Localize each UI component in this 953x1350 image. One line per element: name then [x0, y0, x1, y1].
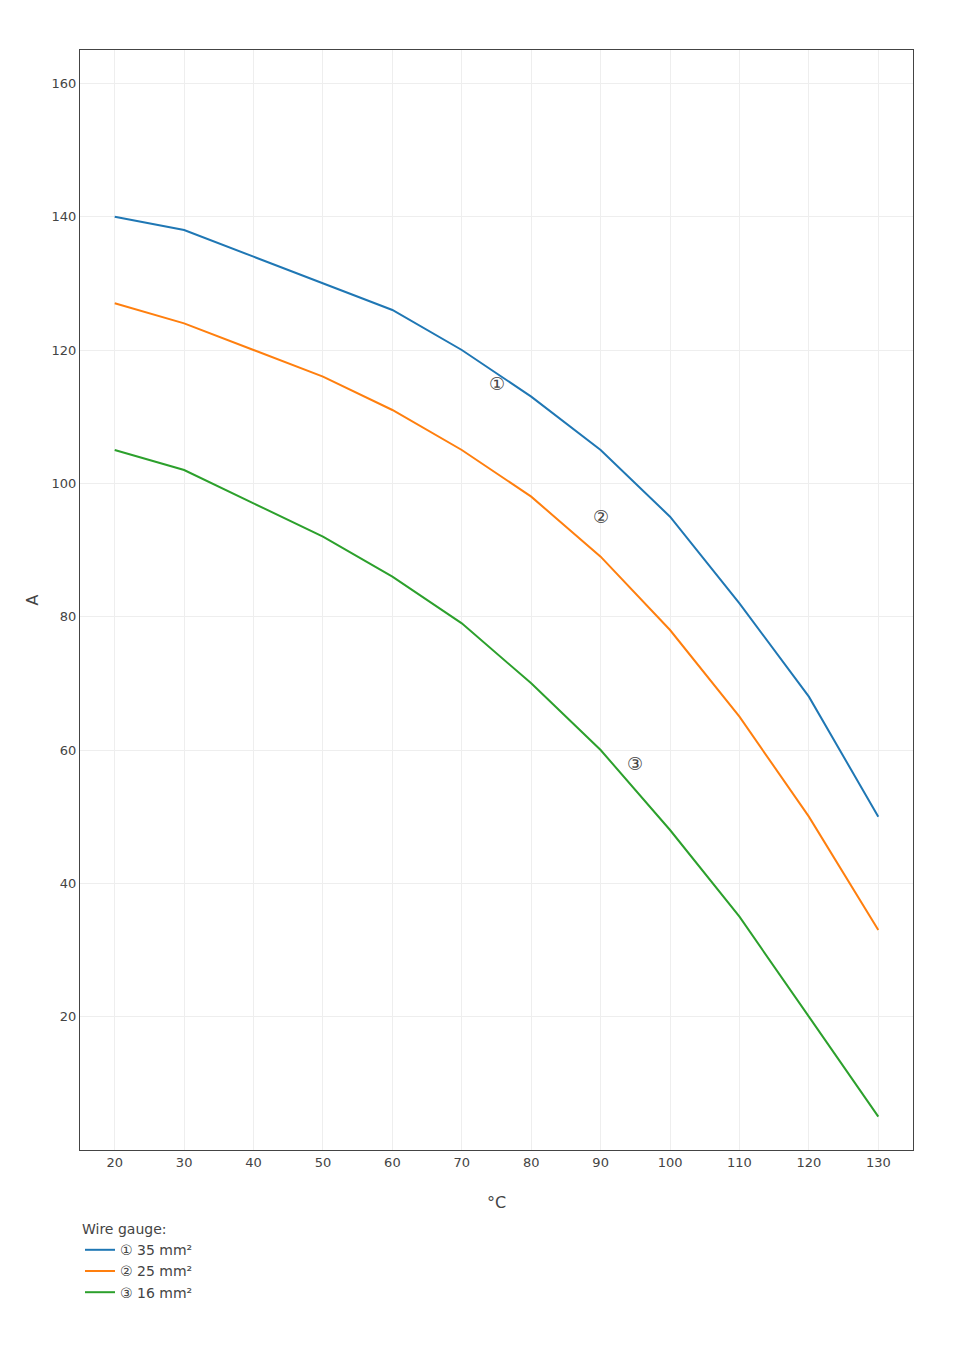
svg-text:60: 60	[384, 1155, 401, 1170]
svg-text:90: 90	[592, 1155, 609, 1170]
svg-text:100: 100	[52, 476, 77, 491]
svg-text:70: 70	[454, 1155, 471, 1170]
svg-text:30: 30	[176, 1155, 193, 1170]
svg-text:Wire gauge:: Wire gauge:	[82, 1221, 167, 1237]
svg-text:80: 80	[60, 609, 77, 624]
svg-text:①: ①	[489, 373, 505, 394]
svg-text:160: 160	[52, 76, 77, 91]
svg-text:② 25 mm²: ② 25 mm²	[120, 1263, 192, 1279]
svg-text:40: 40	[245, 1155, 262, 1170]
svg-text:③: ③	[627, 753, 643, 774]
svg-text:20: 20	[106, 1155, 123, 1170]
svg-text:②: ②	[593, 506, 609, 527]
svg-text:20: 20	[60, 1009, 77, 1024]
svg-text:60: 60	[60, 743, 77, 758]
svg-text:80: 80	[523, 1155, 540, 1170]
svg-text:120: 120	[796, 1155, 821, 1170]
svg-text:120: 120	[52, 343, 77, 358]
svg-text:① 35 mm²: ① 35 mm²	[120, 1242, 192, 1258]
svg-text:130: 130	[866, 1155, 891, 1170]
svg-text:100: 100	[658, 1155, 683, 1170]
svg-text:③ 16 mm²: ③ 16 mm²	[120, 1285, 192, 1301]
svg-text:50: 50	[315, 1155, 332, 1170]
svg-text:110: 110	[727, 1155, 752, 1170]
svg-text:140: 140	[52, 209, 77, 224]
svg-text:40: 40	[60, 876, 77, 891]
svg-text:A: A	[23, 594, 42, 605]
svg-text:°C: °C	[487, 1193, 506, 1212]
